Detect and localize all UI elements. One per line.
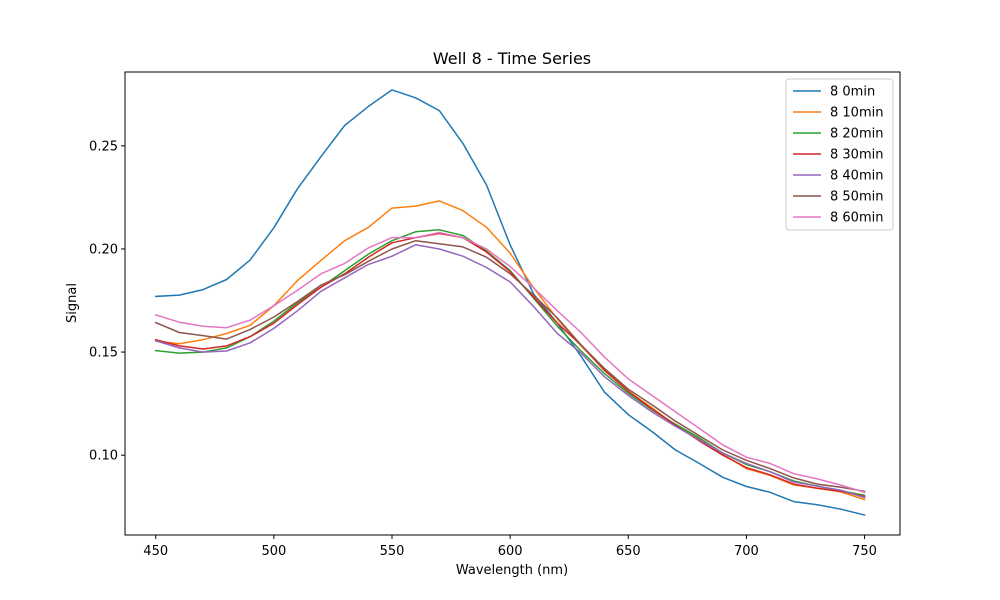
legend-box bbox=[785, 78, 894, 231]
chart-title: Well 8 - Time Series bbox=[433, 49, 591, 68]
x-axis: 450 500 550 600 650 700 750 bbox=[143, 535, 877, 559]
x-tick-label: 750 bbox=[852, 544, 877, 559]
y-tick-label: 0.15 bbox=[89, 346, 118, 361]
legend-label-1: 8 10min bbox=[830, 106, 883, 121]
y-axis: 0.10 0.15 0.20 0.25 bbox=[89, 139, 125, 464]
x-axis-label: Wavelength (nm) bbox=[456, 563, 568, 578]
legend-label-4: 8 40min bbox=[830, 169, 883, 184]
series-line-3 bbox=[154, 232, 866, 498]
legend-label-0: 8 0min bbox=[830, 85, 875, 100]
series-line-4 bbox=[154, 244, 866, 499]
legend-label-5: 8 50min bbox=[830, 190, 883, 205]
series-line-6 bbox=[154, 231, 866, 494]
y-tick-label: 0.10 bbox=[89, 449, 118, 464]
x-tick-label: 450 bbox=[143, 544, 168, 559]
plot-frame bbox=[124, 71, 901, 536]
series-line-2 bbox=[154, 229, 866, 497]
series-line-0 bbox=[154, 89, 866, 516]
legend-label-3: 8 30min bbox=[830, 148, 883, 163]
y-axis-label: Signal bbox=[65, 283, 80, 323]
x-tick-label: 650 bbox=[616, 544, 641, 559]
series-line-5 bbox=[154, 239, 866, 493]
legend-label-2: 8 20min bbox=[830, 127, 883, 142]
x-tick-label: 700 bbox=[734, 544, 759, 559]
x-tick-label: 600 bbox=[498, 544, 523, 559]
x-tick-label: 500 bbox=[261, 544, 286, 559]
y-tick-label: 0.25 bbox=[89, 139, 118, 154]
y-tick-label: 0.20 bbox=[89, 242, 118, 257]
series-layer bbox=[154, 89, 866, 516]
x-tick-label: 550 bbox=[380, 544, 405, 559]
legend-label-6: 8 60min bbox=[830, 211, 883, 226]
legend: 8 0min 8 10min 8 20min 8 30min 8 40min 8 50mi… bbox=[785, 78, 894, 231]
